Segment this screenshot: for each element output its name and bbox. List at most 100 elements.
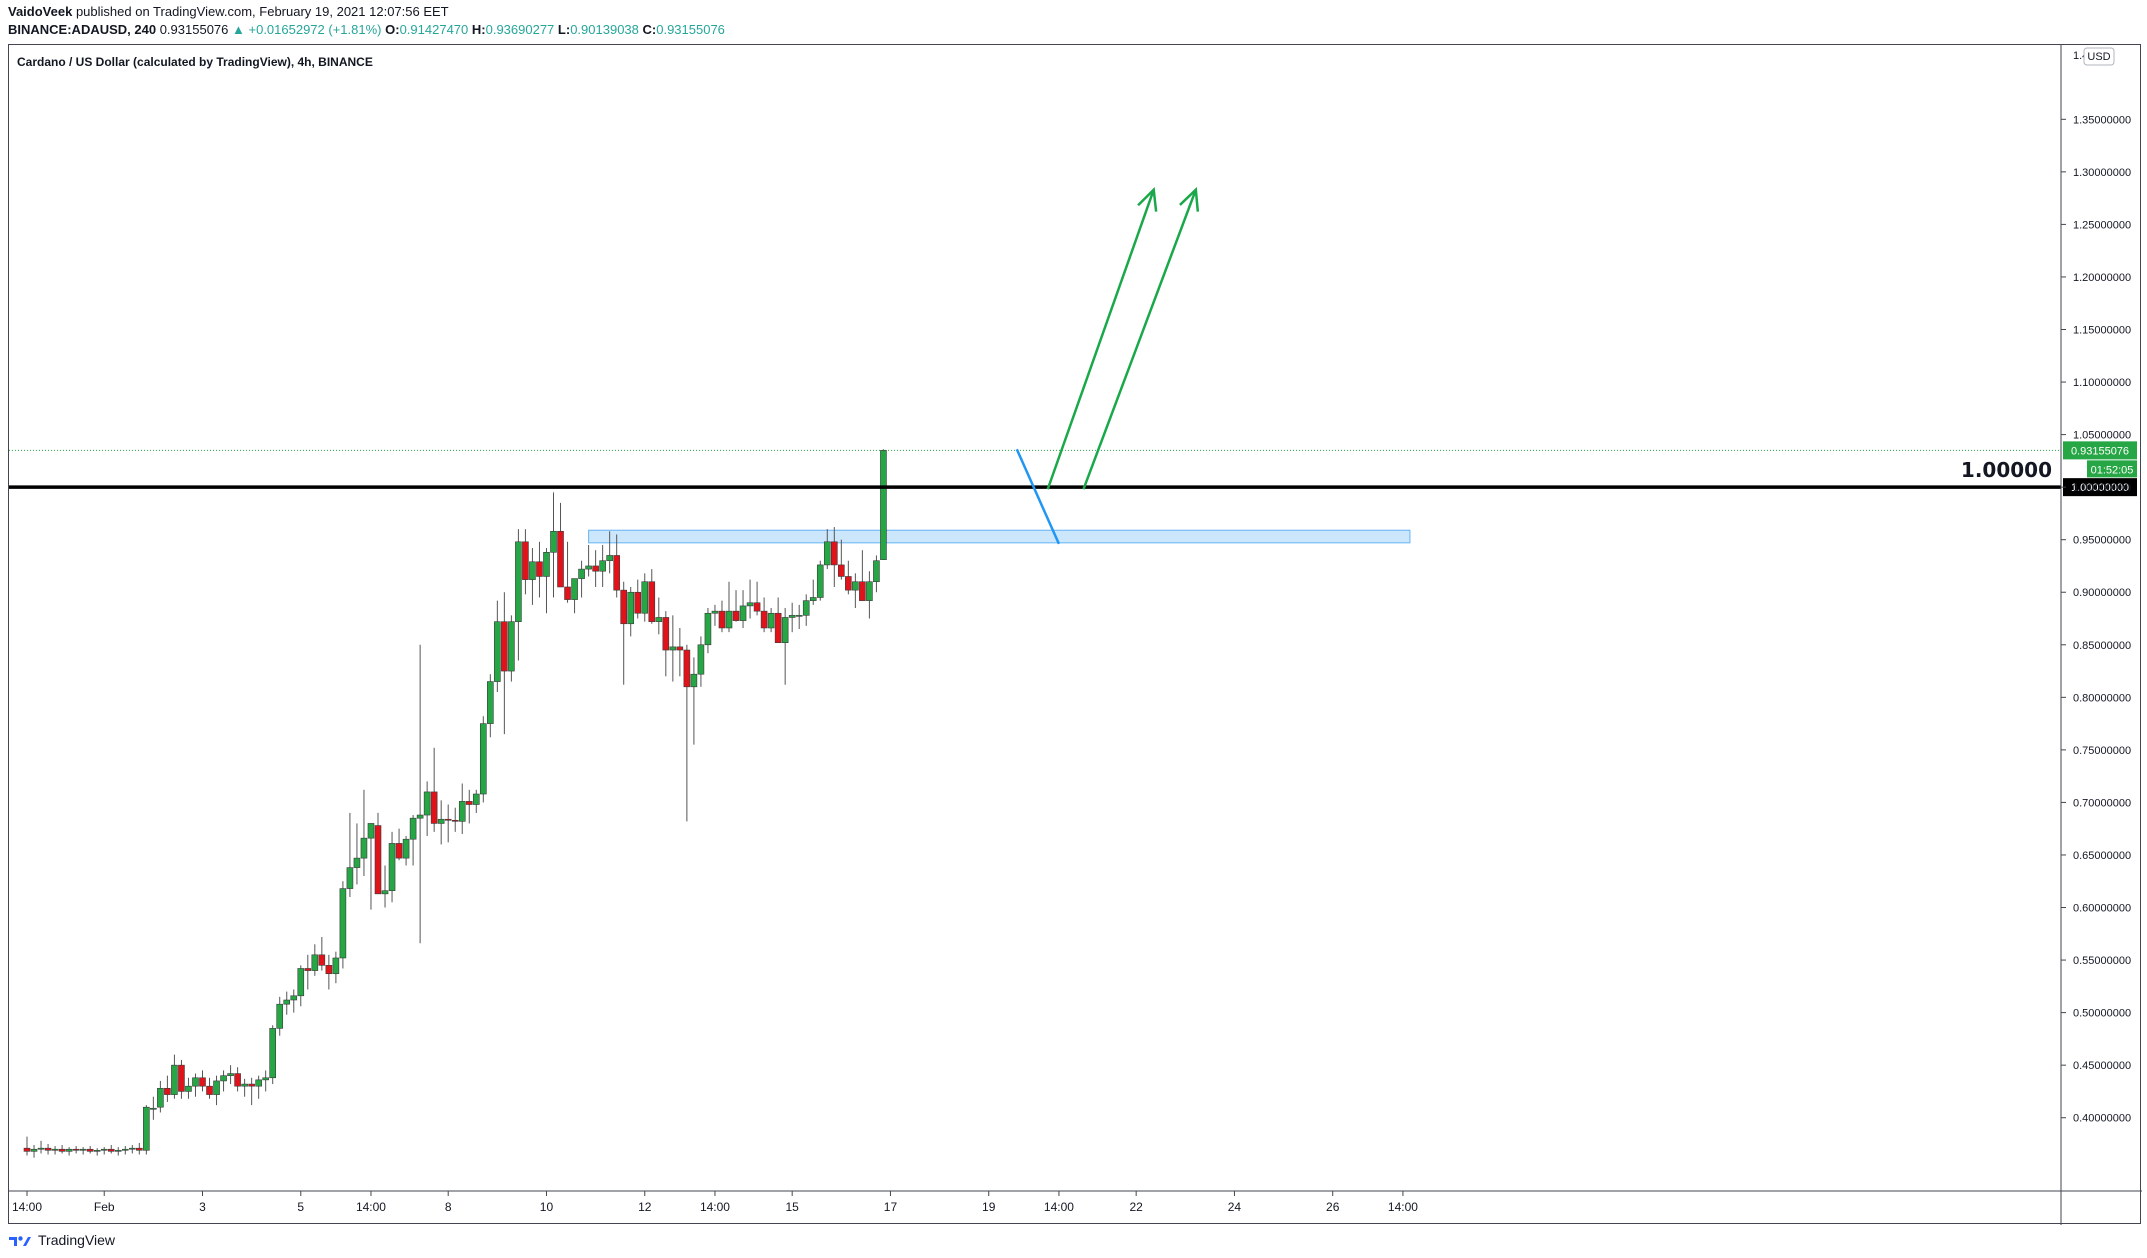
overlay-layer: 1.00000 1.00000000 0.93155076 01:52:05	[9, 187, 2137, 545]
open-value: 0.91427470	[399, 22, 469, 37]
candle-body	[234, 1073, 241, 1087]
tradingview-footer[interactable]: TradingView	[8, 1232, 115, 1248]
candle-body	[704, 612, 712, 646]
x-tick-label: 8	[445, 1200, 452, 1214]
candle-body	[880, 450, 887, 560]
candle-body	[381, 890, 389, 895]
candle-body	[585, 565, 592, 570]
candle-body	[683, 649, 691, 688]
ohlc-legend: BINANCE:ADAUSD, 240 0.93155076 ▲ +0.0165…	[8, 22, 725, 37]
y-tick-label: 1.20000000	[2073, 272, 2131, 284]
resistance-zone	[588, 529, 1411, 544]
candle-body	[192, 1077, 199, 1087]
candle-body	[402, 838, 410, 859]
candle-body	[311, 954, 319, 971]
candle-body	[255, 1079, 262, 1087]
candle-body	[676, 646, 684, 651]
candle-body	[374, 825, 382, 895]
candle-body	[662, 617, 670, 651]
y-tick-label: 0.90000000	[2073, 587, 2131, 599]
candle-body	[845, 576, 852, 591]
candle-body	[479, 723, 487, 795]
open-label: O:	[385, 22, 400, 37]
candle-body	[395, 843, 403, 859]
candle-body	[100, 1148, 108, 1151]
candles-layer	[23, 449, 887, 1158]
candle-body	[157, 1087, 164, 1108]
candle-body	[423, 791, 431, 816]
candle-body	[823, 541, 831, 566]
candle-body	[23, 1147, 31, 1152]
candle-body	[718, 610, 726, 629]
tradingview-logo-icon	[9, 1236, 31, 1246]
candle-body	[788, 615, 796, 618]
x-tick-label: 26	[1326, 1200, 1340, 1214]
candle-body	[143, 1106, 150, 1151]
candle-body	[269, 1028, 277, 1079]
candle-body	[739, 605, 747, 621]
currency-label: USD	[2087, 51, 2110, 63]
x-tick-label: 5	[297, 1200, 304, 1214]
candle-body	[641, 581, 649, 614]
x-tick-label: 19	[982, 1200, 996, 1214]
close-value: 0.93155076	[656, 22, 725, 37]
candle-body	[199, 1077, 206, 1087]
axes-layer: 0.40000000 0.45000000 0.50000000 0.55000000…	[9, 45, 2142, 1225]
x-tick-label: 24	[1228, 1200, 1242, 1214]
y-tick-label: 0.85000000	[2073, 640, 2131, 652]
candle-body	[515, 541, 522, 622]
candle-body	[494, 621, 501, 682]
y-tick-label: 1.35000000	[2073, 114, 2131, 126]
x-tick-label: 14:00	[1388, 1200, 1418, 1214]
author-name: VaidoVeek	[8, 4, 73, 19]
candle-body	[852, 581, 859, 591]
last-price: 0.93155076	[159, 22, 229, 37]
candle-body	[318, 954, 326, 966]
candle-body	[774, 612, 782, 643]
candle-body	[79, 1148, 87, 1151]
chart-frame[interactable]: 1.00000 1.00000000 0.93155076 01:52:05 0.40…	[8, 44, 2142, 1225]
candle-body	[360, 837, 368, 859]
candle-body	[564, 586, 571, 600]
candle-body	[634, 591, 642, 614]
y-tick-label: 0.80000000	[2073, 692, 2131, 704]
candle-body	[129, 1147, 136, 1150]
green-arrow-line	[1082, 189, 1198, 490]
low-value: 0.90139038	[570, 22, 639, 37]
candle-body	[859, 581, 866, 601]
price-change: ▲ +0.01652972 (+1.81%)	[232, 22, 382, 37]
x-tick-label: 14:00	[700, 1200, 730, 1214]
candle-body	[86, 1148, 94, 1152]
x-tick-label: 10	[540, 1200, 554, 1214]
y-tick-label: 1.05000000	[2073, 430, 2131, 442]
candle-body	[353, 857, 361, 868]
candle-body	[838, 564, 845, 577]
candle-body	[760, 610, 768, 629]
y-tick-label: 0.65000000	[2073, 850, 2131, 862]
candle-body	[51, 1148, 59, 1151]
green-arrow-head	[1137, 187, 1158, 212]
candle-body	[107, 1148, 115, 1152]
candle-body	[781, 617, 789, 643]
candle-body	[690, 673, 698, 688]
candle-body	[508, 621, 515, 672]
x-tick-label: Feb	[94, 1200, 115, 1214]
candle-body	[725, 610, 733, 629]
x-tick-label: 22	[1129, 1200, 1143, 1214]
candle-body	[58, 1148, 66, 1152]
candle-body	[121, 1148, 129, 1151]
x-tick-label: 14:00	[356, 1200, 386, 1214]
y-tick-label: 0.70000000	[2073, 797, 2131, 809]
candle-body	[227, 1073, 234, 1076]
candle-body	[620, 589, 628, 625]
price-chart[interactable]: 1.00000 1.00000000 0.93155076 01:52:05 0.40…	[9, 45, 2142, 1225]
y-tick-label: 1.30000000	[2073, 167, 2131, 179]
blue-projection-line	[1015, 448, 1061, 545]
candle-body	[65, 1148, 73, 1152]
candle-body	[522, 541, 529, 580]
x-tick-label: 3	[199, 1200, 206, 1214]
y-tick-label: 0.75000000	[2073, 745, 2131, 757]
candle-body	[367, 823, 375, 839]
candle-body	[178, 1064, 185, 1092]
candle-body	[297, 968, 305, 997]
